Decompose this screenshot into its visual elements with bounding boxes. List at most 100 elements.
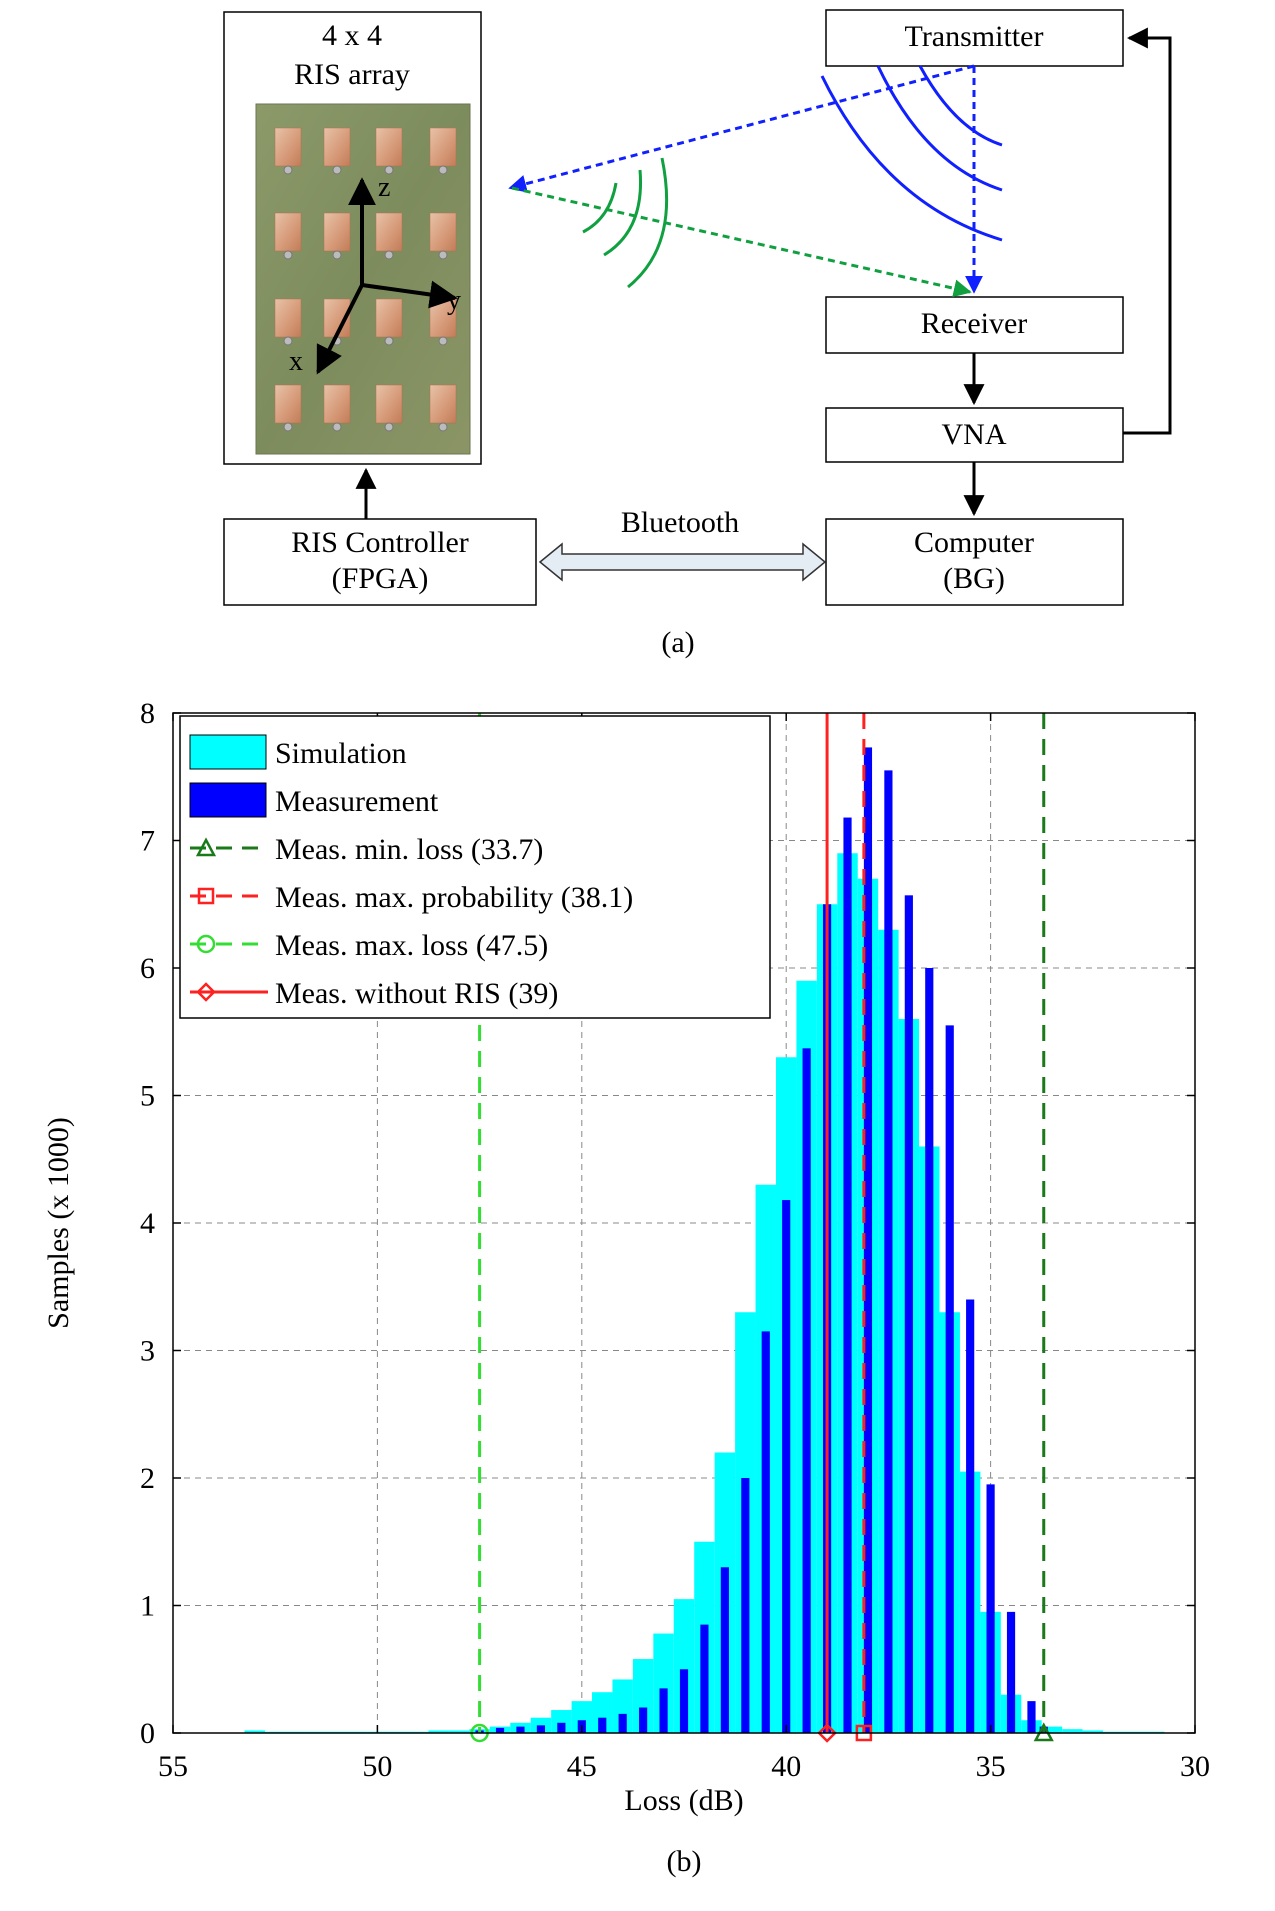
measurement-bar: [966, 1299, 975, 1733]
legend: Simulation Measurement Meas. min. loss (33…: [179, 715, 771, 1019]
axis-x-label: x: [289, 346, 303, 377]
simulation-bar: [571, 1701, 593, 1733]
x-tick-label: 30: [1180, 1750, 1210, 1783]
ris-element-via: [384, 422, 394, 432]
y-axis-ticks: 0 1 2 3 4 5 6 7 8: [140, 697, 1195, 1750]
ris-element: [274, 212, 302, 252]
ris-element-via: [283, 422, 293, 432]
legend-label: Meas. max. probability (38.1): [275, 881, 633, 914]
measurement-bar: [945, 1025, 954, 1733]
ris-title-line2: RIS array: [294, 58, 410, 91]
simulation-bar: [592, 1692, 613, 1733]
ris-title-line1: 4 x 4: [322, 19, 382, 52]
controller-label-line2: (FPGA): [332, 562, 429, 595]
ris-element-via: [438, 250, 448, 260]
y-tick-label: 8: [140, 697, 155, 730]
ris-element-via: [332, 250, 342, 260]
tx-to-ris-path: [508, 64, 975, 193]
caption-a: (a): [661, 626, 694, 659]
ris-element-via: [332, 165, 342, 175]
ris-element-via: [283, 250, 293, 260]
ris-element: [323, 127, 351, 167]
legend-marker-diamond: [196, 982, 216, 1002]
measurement-bar: [863, 747, 873, 1733]
ris-element-via: [332, 422, 342, 432]
legend-swatch: [189, 782, 267, 818]
measurement-bar: [659, 1688, 668, 1733]
ris-element: [274, 298, 302, 338]
legend-marker-circle: [196, 934, 216, 954]
y-axis-label: Samples (x 1000): [42, 1117, 75, 1329]
y-tick-label: 7: [140, 825, 155, 858]
legend-label: Simulation: [275, 737, 407, 770]
legend-label: Meas. min. loss (33.7): [275, 833, 543, 866]
bluetooth-label: Bluetooth: [621, 506, 739, 539]
simulation-bar: [673, 1599, 695, 1733]
measurement-bar: [884, 770, 893, 1733]
y-tick-label: 2: [140, 1462, 155, 1495]
axis-x-arrow: [316, 284, 364, 375]
x-tick-label: 50: [362, 1750, 392, 1783]
ris-element-via: [384, 336, 394, 346]
receiver-label: Receiver: [921, 307, 1028, 340]
ris-element: [375, 212, 403, 252]
ris-element: [375, 298, 403, 338]
measurement-bar: [843, 817, 852, 1733]
ris-element-via: [283, 165, 293, 175]
simulation-bar: [632, 1659, 654, 1733]
x-tick-label: 55: [158, 1750, 188, 1783]
simulation-bar: [551, 1710, 572, 1733]
measurement-bar: [618, 1713, 627, 1733]
controller-label-line1: RIS Controller: [291, 526, 469, 559]
ris-element-via: [438, 336, 448, 346]
ris-board-photo: z y x: [255, 103, 471, 455]
vna-label: VNA: [942, 418, 1007, 451]
axis-z-label: z: [378, 172, 390, 203]
x-tick-label: 40: [771, 1750, 801, 1783]
ris-element-via: [438, 165, 448, 175]
vna-box: [825, 407, 1124, 463]
ris-element: [429, 127, 457, 167]
legend-box: [179, 715, 771, 1019]
measurement-bar: [802, 1048, 811, 1733]
ris-element-via: [384, 165, 394, 175]
measurement-bar: [986, 1484, 995, 1733]
simulation-bar: [1041, 1726, 1063, 1733]
block-diagram: 4 x 4 RIS array z y x Transmitter Receiv…: [223, 9, 1172, 659]
measurement-bar: [557, 1722, 566, 1733]
caption-b: (b): [667, 1845, 702, 1878]
measurement-bar: [495, 1727, 505, 1733]
simulation-bar: [612, 1679, 633, 1733]
measurement-bar: [700, 1624, 709, 1733]
ris-element: [323, 212, 351, 252]
legend-marker-square: [197, 887, 215, 905]
ris-element-via: [438, 422, 448, 432]
measurement-bar: [639, 1707, 648, 1733]
y-tick-label: 3: [140, 1335, 155, 1368]
measurement-bar: [904, 895, 913, 1733]
simulation-bar: [653, 1633, 674, 1733]
ris-wave-arcs: [582, 157, 669, 289]
reference-marker-diamond: [817, 1723, 837, 1743]
simulation-bar: [1062, 1729, 1083, 1733]
ris-to-rx-path: [511, 186, 972, 298]
measurement-bar: [1027, 1701, 1036, 1733]
legend-swatch: [189, 734, 267, 770]
computer-label-line2: (BG): [943, 562, 1005, 595]
measurement-bar: [598, 1717, 607, 1733]
simulation-bar: [244, 1730, 265, 1733]
bluetooth-link-arrow: [538, 542, 827, 582]
ris-element: [375, 384, 403, 424]
x-tick-label: 35: [976, 1750, 1006, 1783]
legend-label: Meas. without RIS (39): [275, 977, 558, 1010]
ris-element: [429, 212, 457, 252]
legend-label: Meas. max. loss (47.5): [275, 929, 548, 962]
ris-element-via: [283, 336, 293, 346]
y-tick-label: 6: [140, 952, 155, 985]
computer-label-line1: Computer: [914, 526, 1034, 559]
y-tick-label: 4: [140, 1207, 155, 1240]
ris-controller-box: [223, 518, 537, 606]
measurement-bar: [536, 1725, 546, 1733]
measurement-bar: [516, 1726, 525, 1733]
